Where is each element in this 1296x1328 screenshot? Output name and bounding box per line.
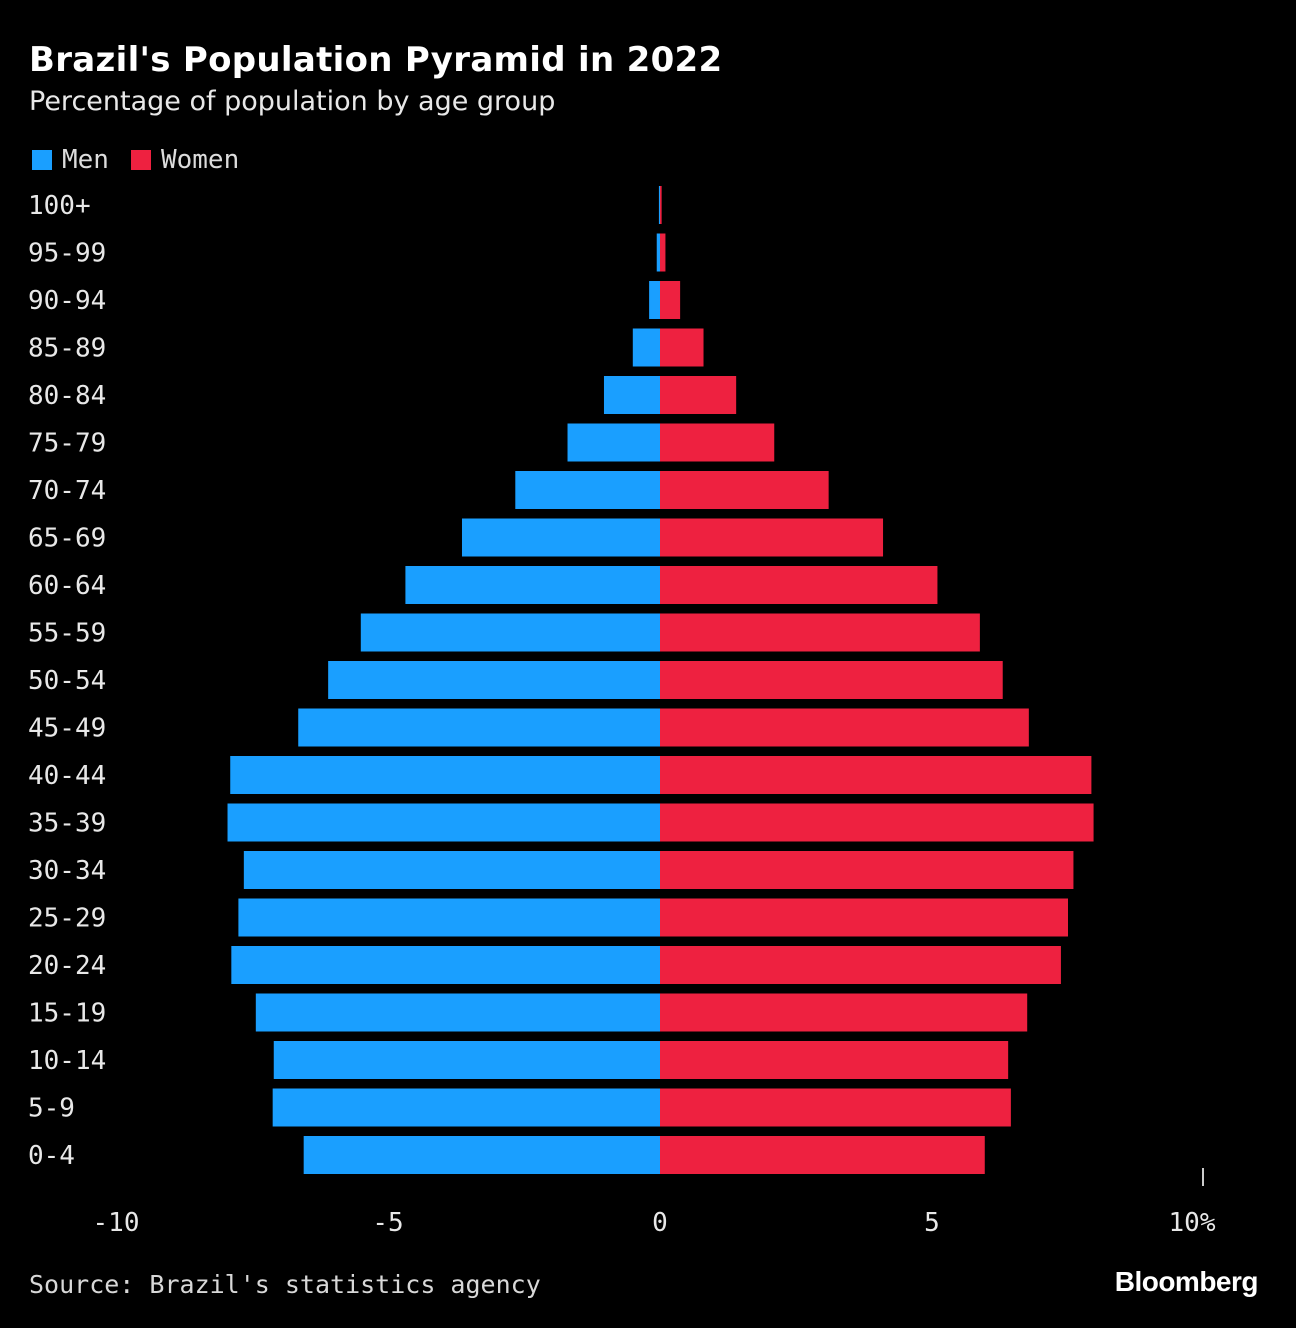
bar-men xyxy=(632,328,660,367)
bar-men xyxy=(656,233,660,272)
y-tick-label: 0-4 xyxy=(28,1141,75,1171)
legend-swatch-men xyxy=(32,150,52,170)
x-tick-label: 5 xyxy=(924,1208,940,1238)
bar-men xyxy=(298,708,660,747)
y-tick-label: 10-14 xyxy=(28,1046,106,1076)
y-tick-label: 100+ xyxy=(28,191,91,221)
y-tick-label: 20-24 xyxy=(28,951,106,981)
bar-women xyxy=(660,708,1029,747)
bar-men xyxy=(360,613,660,652)
chart-subtitle: Percentage of population by age group xyxy=(29,86,556,117)
y-tick-label: 50-54 xyxy=(28,666,106,696)
bar-women xyxy=(660,1041,1009,1079)
y-tick-label: 95-99 xyxy=(28,239,106,269)
y-tick-label: 25-29 xyxy=(28,904,106,934)
bar-men xyxy=(231,946,660,984)
bar-women xyxy=(660,233,666,272)
bar-women xyxy=(660,566,938,604)
bar-men xyxy=(603,376,660,414)
bloomberg-logo: Bloomberg xyxy=(1114,1266,1259,1297)
legend: Men Women xyxy=(32,145,261,175)
bar-women xyxy=(660,613,980,652)
bar-women xyxy=(660,993,1028,1032)
bar-women xyxy=(660,471,829,509)
chart-title: Brazil's Population Pyramid in 2022 xyxy=(29,40,723,80)
bar-men xyxy=(328,661,660,699)
bar-men xyxy=(273,1041,660,1079)
bar-women xyxy=(660,898,1068,937)
bar-women xyxy=(660,803,1094,842)
y-tick-label: 85-89 xyxy=(28,334,106,364)
x-tick-label: 0 xyxy=(652,1208,668,1238)
y-tick-label: 60-64 xyxy=(28,571,106,601)
x-tick-label: -5 xyxy=(372,1208,403,1238)
bar-men xyxy=(230,756,661,794)
x-tick-label: -10 xyxy=(93,1208,140,1238)
bar-women xyxy=(660,756,1092,794)
bar-women xyxy=(660,328,704,367)
bar-men xyxy=(272,1088,660,1127)
y-tick-label: 5-9 xyxy=(28,1094,75,1124)
bar-men xyxy=(238,898,660,937)
bar-men xyxy=(649,281,660,319)
bar-men xyxy=(658,186,660,224)
bar-women xyxy=(660,851,1074,889)
bar-women xyxy=(660,946,1061,984)
bar-men xyxy=(515,471,660,509)
bar-men xyxy=(303,1136,660,1174)
bar-women xyxy=(660,423,775,462)
y-tick-label: 15-19 xyxy=(28,999,106,1029)
bar-men xyxy=(567,423,660,462)
legend-label-men: Men xyxy=(62,145,109,175)
y-tick-label: 70-74 xyxy=(28,476,106,506)
y-tick-label: 80-84 xyxy=(28,381,106,411)
y-tick-label: 35-39 xyxy=(28,809,106,839)
bar-men xyxy=(255,993,661,1032)
y-tick-label: 75-79 xyxy=(28,429,106,459)
y-tick-label: 30-34 xyxy=(28,856,106,886)
bar-women xyxy=(660,518,884,557)
bar-men xyxy=(227,803,660,842)
y-tick-label: 40-44 xyxy=(28,761,106,791)
y-tick-label: 55-59 xyxy=(28,619,106,649)
x-tick-label: 10% xyxy=(1169,1208,1216,1238)
bar-women xyxy=(660,186,662,224)
bar-women xyxy=(660,281,681,319)
y-tick-label: 65-69 xyxy=(28,524,106,554)
bar-women xyxy=(660,376,737,414)
y-tick-label: 90-94 xyxy=(28,286,106,316)
source-note: Source: Brazil's statistics agency xyxy=(29,1270,541,1299)
legend-item-men: Men xyxy=(32,145,109,175)
bar-men xyxy=(461,518,660,557)
bar-men xyxy=(405,566,660,604)
bar-women xyxy=(660,661,1003,699)
bar-women xyxy=(660,1088,1011,1127)
bar-men xyxy=(243,851,660,889)
bar-women xyxy=(660,1136,985,1174)
legend-label-women: Women xyxy=(160,145,240,175)
legend-swatch-women xyxy=(130,150,151,170)
legend-item-women: Women xyxy=(130,145,240,175)
y-tick-label: 45-49 xyxy=(28,714,106,744)
